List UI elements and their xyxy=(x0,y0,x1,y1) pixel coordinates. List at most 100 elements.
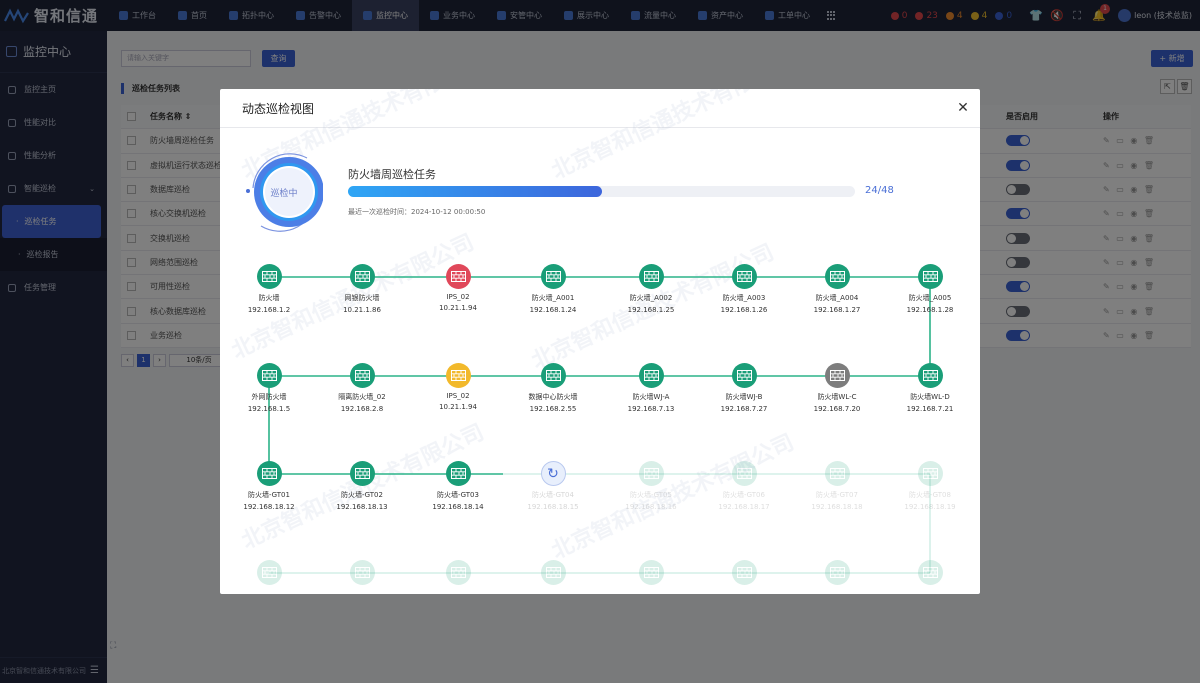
device-ip: 192.168.1.5 xyxy=(247,405,291,413)
device-status-circle xyxy=(731,264,757,289)
device-ip: 192.168.1.27 xyxy=(813,306,861,314)
device-node[interactable]: 外网防火墙 192.168.1.5 xyxy=(224,363,314,413)
device-ip: 192.168.18.16 xyxy=(625,503,677,511)
device-ip: 192.168.18.13 xyxy=(336,503,388,511)
device-node[interactable]: 防火墙-GT05 192.168.18.16 xyxy=(606,461,696,511)
firewall-icon xyxy=(545,370,561,381)
device-node[interactable]: 防火墙WL-D 192.168.7.21 xyxy=(885,363,975,413)
device-status-circle xyxy=(349,264,375,289)
device-ip: 192.168.18.17 xyxy=(718,503,770,511)
device-node[interactable]: 防火墙_A005 192.168.1.28 xyxy=(885,264,975,314)
device-node[interactable]: 防火墙-GT02 192.168.18.13 xyxy=(317,461,407,511)
device-status-circle xyxy=(824,363,850,388)
device-name: 防火墙-GT07 xyxy=(816,491,858,499)
firewall-icon xyxy=(736,468,752,479)
device-status-circle xyxy=(638,264,664,289)
device-name: 防火墙-GT06 xyxy=(723,491,765,499)
device-node[interactable]: 防火墙_A001 192.168.1.24 xyxy=(508,264,598,314)
device-node[interactable] xyxy=(792,560,882,585)
firewall-icon xyxy=(545,271,561,282)
device-node[interactable]: 防火墙-GT03 192.168.18.14 xyxy=(413,461,503,511)
device-ip: 192.168.1.2 xyxy=(247,306,291,314)
device-name: 防火墙_A003 xyxy=(722,294,766,302)
device-status-circle xyxy=(638,363,664,388)
device-node[interactable]: 防火墙WJ-B 192.168.7.27 xyxy=(699,363,789,413)
task-name: 防火墙周巡检任务 xyxy=(348,168,436,181)
device-node[interactable]: 数据中心防火墙 192.168.2.55 xyxy=(508,363,598,413)
device-name: 防火墙WL-C xyxy=(817,393,857,401)
firewall-icon xyxy=(450,468,466,479)
firewall-icon xyxy=(643,468,659,479)
device-node[interactable]: 网银防火墙 10.21.1.86 xyxy=(317,264,407,314)
device-ip: 192.168.18.14 xyxy=(432,503,484,511)
firewall-icon xyxy=(736,370,752,381)
device-name: 防火墙-GT04 xyxy=(532,491,574,499)
device-ip: 192.168.1.24 xyxy=(529,306,577,314)
device-status-circle xyxy=(917,363,943,388)
device-status-circle xyxy=(256,264,282,289)
device-node[interactable]: 防火墙-GT08 192.168.18.19 xyxy=(885,461,975,511)
device-status-circle xyxy=(917,461,943,486)
device-name: 防火墙-GT02 xyxy=(341,491,383,499)
device-name: 防火墙_A005 xyxy=(908,294,952,302)
firewall-icon xyxy=(922,567,938,578)
device-ip: 10.21.1.94 xyxy=(439,304,477,312)
device-node[interactable]: 隔离防火墙_02 192.168.2.8 xyxy=(317,363,407,413)
firewall-icon xyxy=(922,370,938,381)
modal-header: 动态巡检视图 xyxy=(220,89,980,128)
modal-title: 动态巡检视图 xyxy=(242,101,315,116)
firewall-icon xyxy=(829,468,845,479)
device-ip: 192.168.1.28 xyxy=(906,306,954,314)
close-icon[interactable]: ✕ xyxy=(957,100,969,116)
firewall-icon xyxy=(829,271,845,282)
device-name: 防火墙WJ-B xyxy=(725,393,763,401)
device-ip: 192.168.1.26 xyxy=(720,306,768,314)
device-status-circle xyxy=(256,560,282,585)
device-ip: 10.21.1.86 xyxy=(343,306,381,314)
firewall-icon xyxy=(450,370,466,381)
device-status-circle xyxy=(824,560,850,585)
firewall-icon xyxy=(829,370,845,381)
device-node[interactable] xyxy=(606,560,696,585)
device-ip: 192.168.7.27 xyxy=(720,405,768,413)
device-name: 外网防火墙 xyxy=(251,393,287,401)
device-node[interactable]: 防火墙-GT07 192.168.18.18 xyxy=(792,461,882,511)
device-node[interactable]: 防火墙 192.168.1.2 xyxy=(224,264,314,314)
device-node[interactable]: 防火墙WJ-A 192.168.7.13 xyxy=(606,363,696,413)
device-status-circle xyxy=(256,461,282,486)
device-node[interactable]: 防火墙-GT06 192.168.18.17 xyxy=(699,461,789,511)
device-node[interactable]: 防火墙_A002 192.168.1.25 xyxy=(606,264,696,314)
firewall-icon xyxy=(354,370,370,381)
device-node[interactable] xyxy=(885,560,975,585)
progress-bar xyxy=(348,186,855,197)
status-ring-icon xyxy=(246,153,323,232)
device-node[interactable]: IPS_02 10.21.1.94 xyxy=(413,264,503,312)
progress-count: 24/48 xyxy=(865,185,894,196)
firewall-icon xyxy=(354,567,370,578)
device-node[interactable] xyxy=(699,560,789,585)
device-node[interactable] xyxy=(508,560,598,585)
device-status-circle xyxy=(445,264,471,289)
inspection-modal: 北京智和信通技术有限公司 北京智和信通技术有限公司 北京智和信通技术有限公司 北… xyxy=(220,89,980,594)
refresh-icon: ↻ xyxy=(547,465,559,482)
progress-fill xyxy=(348,186,602,197)
firewall-icon xyxy=(643,567,659,578)
device-status-circle xyxy=(445,363,471,388)
device-status-circle xyxy=(917,264,943,289)
device-node[interactable] xyxy=(317,560,407,585)
device-ip: 192.168.2.55 xyxy=(529,405,577,413)
device-node[interactable]: 防火墙WL-C 192.168.7.20 xyxy=(792,363,882,413)
device-status-circle xyxy=(731,363,757,388)
device-node[interactable] xyxy=(224,560,314,585)
device-node[interactable]: 防火墙-GT01 192.168.18.12 xyxy=(224,461,314,511)
device-node[interactable]: 防火墙_A003 192.168.1.26 xyxy=(699,264,789,314)
device-node[interactable] xyxy=(413,560,503,585)
device-status-circle xyxy=(349,560,375,585)
device-name: 防火墙WL-D xyxy=(910,393,950,401)
device-name: 防火墙-GT05 xyxy=(630,491,672,499)
device-node[interactable]: ↻ 防火墙-GT04 192.168.18.15 xyxy=(508,461,598,511)
device-status-circle xyxy=(638,461,664,486)
device-node[interactable]: 防火墙_A004 192.168.1.27 xyxy=(792,264,882,314)
device-ip: 192.168.18.18 xyxy=(811,503,863,511)
device-node[interactable]: IPS_02 10.21.1.94 xyxy=(413,363,503,411)
